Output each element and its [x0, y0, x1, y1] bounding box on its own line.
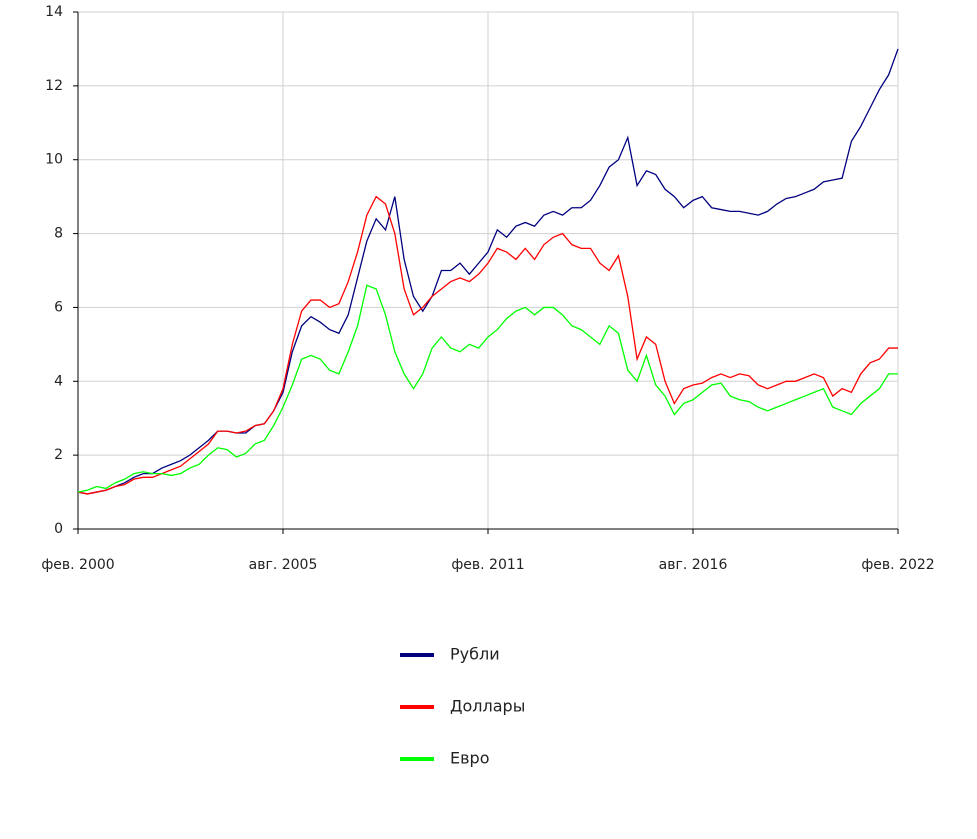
series-line	[77, 284, 898, 493]
series-line	[77, 195, 898, 495]
y-tick-label: 2	[54, 447, 63, 463]
series-line	[77, 48, 899, 495]
y-tick-label: 8	[54, 226, 63, 242]
y-tick-label: 6	[54, 299, 63, 315]
x-tick-label: авг. 2005	[249, 557, 318, 573]
y-tick-label: 10	[45, 152, 63, 168]
legend-label: Доллары	[450, 697, 525, 716]
x-tick-label: фев. 2000	[41, 557, 114, 573]
y-tick-label: 12	[45, 78, 63, 94]
y-tick-label: 0	[54, 521, 63, 537]
y-tick-label: 4	[54, 373, 63, 389]
legend-label: Евро	[450, 749, 489, 768]
legend-label: Рубли	[450, 645, 500, 664]
x-tick-label: авг. 2016	[659, 557, 728, 573]
x-tick-label: фев. 2022	[861, 557, 934, 573]
x-tick-label: фев. 2011	[451, 557, 524, 573]
y-tick-label: 14	[45, 4, 63, 20]
